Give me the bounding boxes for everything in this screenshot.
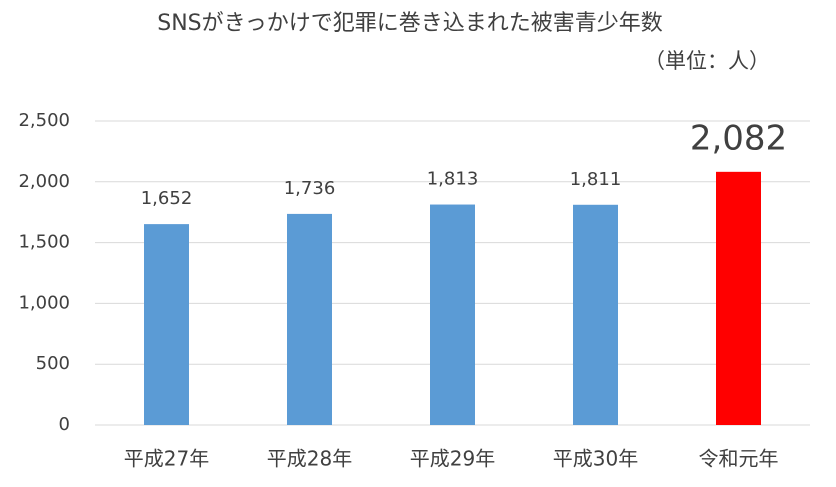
x-tick-label: 平成28年	[267, 447, 352, 471]
y-tick-label: 2,500	[18, 110, 70, 131]
y-tick-label: 2,000	[18, 171, 70, 192]
value-label: 2,082	[690, 118, 787, 158]
bar	[430, 204, 475, 425]
y-tick-label: 0	[59, 414, 70, 435]
chart-subtitle: （単位：人）	[644, 49, 770, 73]
value-label: 1,811	[570, 169, 622, 190]
bar	[573, 204, 618, 425]
chart-title: SNSがきっかけで犯罪に巻き込まれた被害青少年数	[157, 11, 663, 36]
bar	[144, 224, 189, 425]
x-tick-label: 平成30年	[553, 447, 638, 471]
value-label: 1,736	[284, 178, 336, 199]
x-tick-label: 平成29年	[410, 447, 495, 471]
y-tick-label: 500	[36, 353, 70, 374]
y-tick-label: 1,000	[18, 292, 70, 313]
x-tick-label: 令和元年	[699, 447, 779, 471]
x-tick-label: 平成27年	[124, 447, 209, 471]
value-label: 1,813	[427, 169, 479, 190]
bar	[716, 171, 761, 425]
y-tick-label: 1,500	[18, 232, 70, 253]
bar	[287, 213, 332, 425]
value-label: 1,652	[141, 188, 193, 209]
